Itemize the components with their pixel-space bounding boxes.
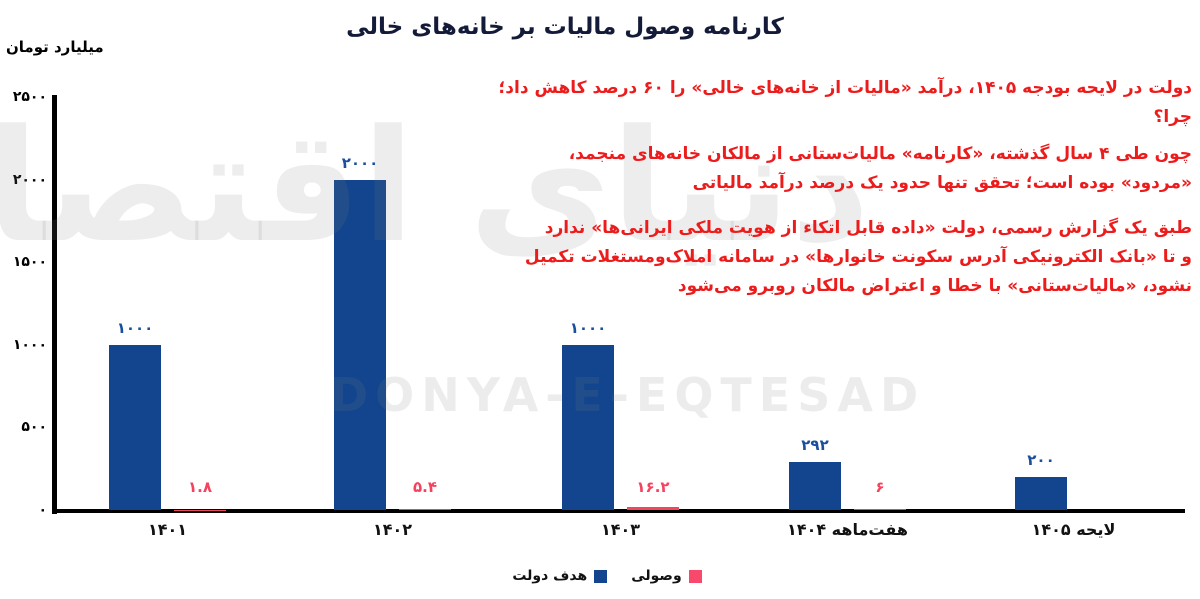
y-axis-unit-label: میلیارد تومان bbox=[6, 38, 104, 56]
target-bar bbox=[1015, 476, 1067, 510]
commentary-paragraph: چون طی ۴ سال گذشته، «کارنامه» مالیات‌ستا… bbox=[568, 140, 1192, 198]
collected-bar-value: ۱۶.۲ bbox=[636, 478, 670, 496]
collected-bar-value: ۵.۴ bbox=[412, 478, 437, 496]
commentary-line: دولت در لایحه بودجه ۱۴۰۵، درآمد «مالیات … bbox=[498, 78, 1192, 98]
x-category-label: ۱۴۰۲ bbox=[372, 520, 413, 539]
legend-item-target: هدف دولت bbox=[512, 568, 608, 584]
legend-swatch-collected bbox=[688, 569, 702, 583]
x-category-label: ۱۴۰۳ bbox=[600, 520, 641, 539]
x-category-label: هفت‌ماهه ۱۴۰۴ bbox=[787, 520, 908, 539]
target-bar bbox=[562, 344, 614, 510]
x-category-label: ۱۴۰۱ bbox=[147, 520, 188, 539]
target-bar bbox=[334, 179, 386, 510]
legend-swatch-target bbox=[594, 569, 608, 583]
watermark-latin: DONYA-E-EQTESAD bbox=[330, 368, 926, 422]
commentary-line: چون طی ۴ سال گذشته، «کارنامه» مالیات‌ستا… bbox=[568, 144, 1192, 164]
target-bar-value: ۲۰۰ bbox=[1027, 450, 1055, 469]
target-bar-value: ۲۰۰۰ bbox=[341, 153, 379, 172]
y-tick-label: ۱۵۰۰ bbox=[12, 254, 47, 271]
x-axis-line bbox=[52, 509, 1185, 513]
x-category-label: لایحه ۱۴۰۵ bbox=[1031, 520, 1116, 539]
collected-bar bbox=[627, 507, 679, 510]
collected-bar bbox=[399, 509, 451, 510]
chart-title: کارنامه وصول مالیات بر خانه‌های خالی bbox=[346, 14, 784, 40]
collected-bar-value: ۱.۸ bbox=[187, 478, 212, 496]
collected-bar bbox=[854, 509, 906, 510]
y-tick-label: ۰ bbox=[38, 502, 47, 518]
target-bar-value: ۱۰۰۰ bbox=[569, 318, 607, 337]
collected-bar-value: ۶ bbox=[875, 478, 885, 496]
commentary-line: «مردود» بوده است؛ تحقق تنها حدود یک درصد… bbox=[692, 173, 1192, 193]
commentary-paragraph: دولت در لایحه بودجه ۱۴۰۵، درآمد «مالیات … bbox=[498, 74, 1192, 132]
y-tick-label: ۲۰۰۰ bbox=[12, 171, 47, 188]
target-bar bbox=[789, 461, 841, 510]
commentary-line: و تا «بانک الکترونیکی آدرس سکونت خانواره… bbox=[524, 247, 1192, 267]
commentary-line: چرا؟ bbox=[1153, 107, 1192, 127]
y-tick-label: ۲۵۰۰ bbox=[12, 89, 47, 105]
commentary-line: نشود، «مالیات‌ستانی» با خطا و اعتراض مال… bbox=[677, 276, 1192, 296]
legend-item-collected: وصولی bbox=[631, 568, 702, 584]
target-bar-value: ۲۹۲ bbox=[801, 435, 829, 454]
commentary-paragraph: طبق یک گزارش رسمی، دولت «داده قابل اتکاء… bbox=[524, 214, 1192, 301]
chart-legend: هدف دولت وصولی bbox=[0, 568, 1200, 584]
target-bar bbox=[109, 344, 161, 510]
legend-label-target: هدف دولت bbox=[512, 568, 588, 584]
target-bar-value: ۱۰۰۰ bbox=[116, 318, 154, 337]
legend-label-collected: وصولی bbox=[631, 568, 682, 584]
y-tick-label: ۱۰۰۰ bbox=[12, 336, 47, 353]
commentary-line: طبق یک گزارش رسمی، دولت «داده قابل اتکاء… bbox=[544, 218, 1192, 238]
y-axis-line bbox=[52, 95, 57, 514]
y-tick-label: ۵۰۰ bbox=[21, 419, 47, 436]
